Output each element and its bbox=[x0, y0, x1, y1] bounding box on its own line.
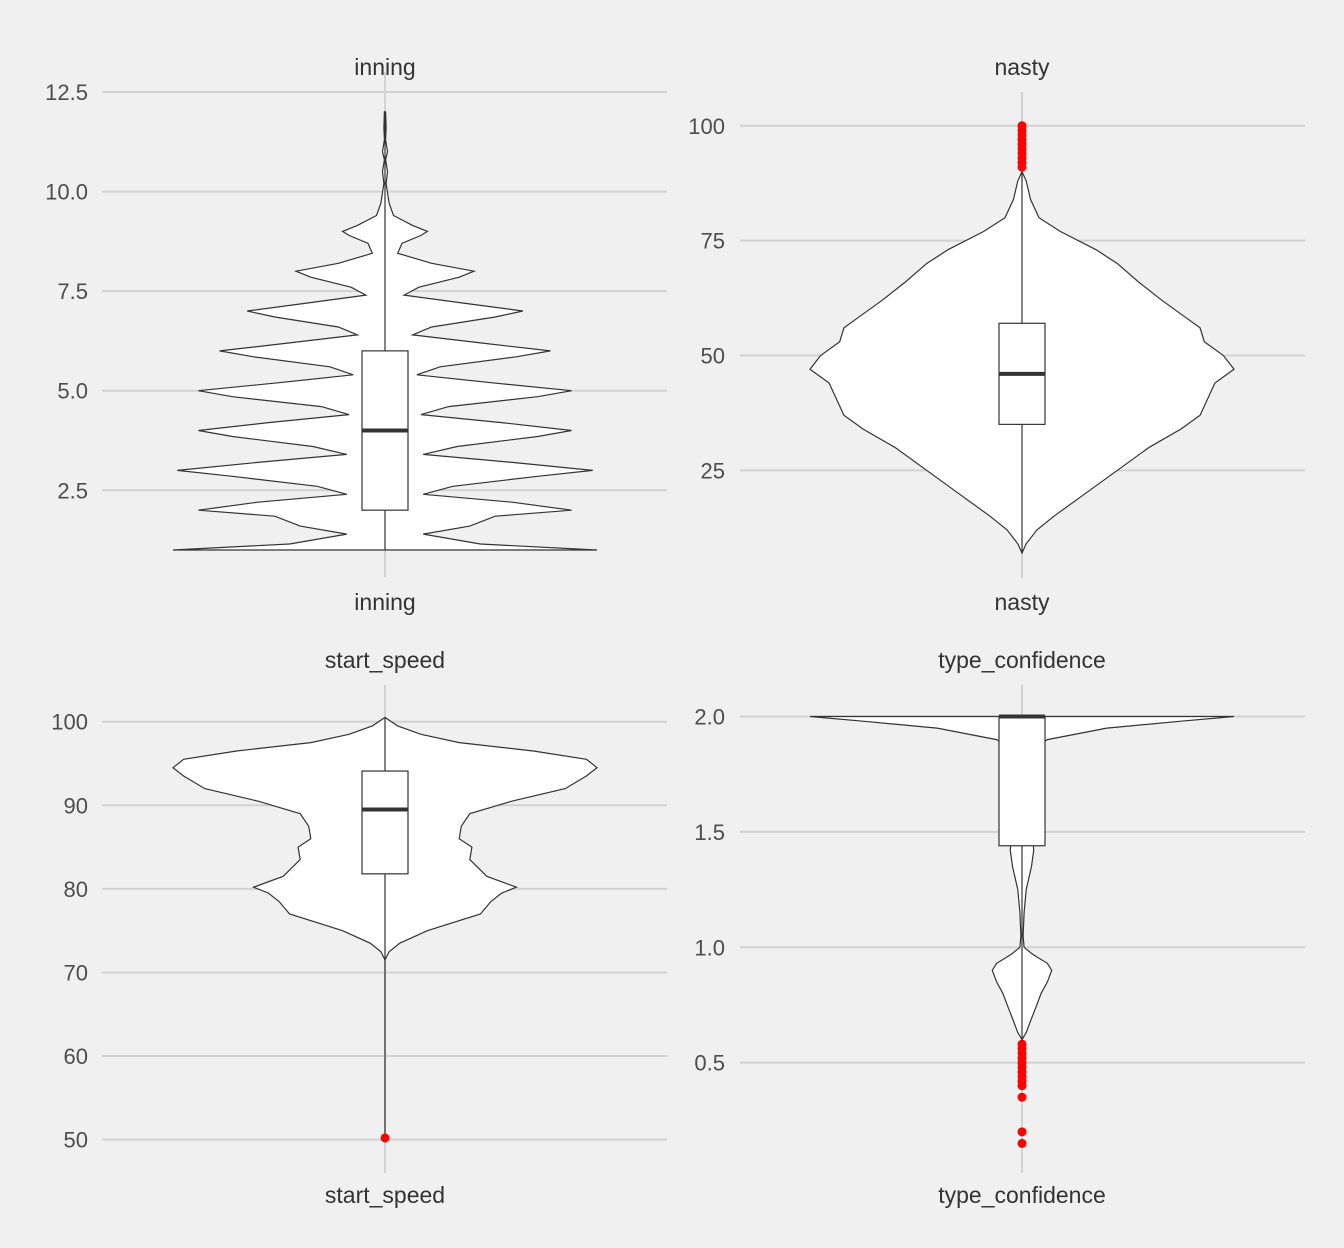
y-tick-label: 75 bbox=[701, 229, 725, 254]
y-tick-label: 100 bbox=[51, 710, 88, 735]
y-tick-label: 1.0 bbox=[694, 935, 725, 960]
y-tick-label: 25 bbox=[701, 458, 725, 483]
y-tick-label: 1.5 bbox=[694, 820, 725, 845]
box-iqr bbox=[362, 771, 408, 874]
outlier-point bbox=[381, 1133, 390, 1142]
outlier-point bbox=[1018, 121, 1027, 130]
y-tick-label: 50 bbox=[64, 1128, 88, 1153]
outlier-point bbox=[1018, 1127, 1027, 1136]
y-tick-label: 2.0 bbox=[694, 705, 725, 730]
panel-title: inning bbox=[354, 54, 415, 80]
x-tick-label: type_confidence bbox=[938, 1182, 1106, 1208]
panel-start-speed: 50 60 70 80 90 100 start_speed start_speed bbox=[51, 647, 667, 1208]
panel-nasty: 25 50 75 100 nasty nasty bbox=[688, 54, 1305, 615]
y-tick-label: 70 bbox=[64, 960, 88, 985]
y-tick-label: 100 bbox=[688, 114, 725, 139]
y-tick-label: 80 bbox=[64, 877, 88, 902]
y-tick-label: 0.5 bbox=[694, 1051, 725, 1076]
outlier-point bbox=[1018, 1139, 1027, 1148]
panel-title: nasty bbox=[995, 54, 1050, 80]
x-tick-label: nasty bbox=[995, 589, 1050, 615]
box-iqr bbox=[999, 717, 1045, 846]
panel-type-confidence: 0.5 1.0 1.5 2.0 type_confidence type_confiden… bbox=[694, 647, 1305, 1208]
y-tick-label: 50 bbox=[701, 343, 725, 368]
panel-inning: 2.5 5.0 7.5 10.0 12.5 inning inning bbox=[45, 54, 667, 615]
y-tick-label: 10.0 bbox=[45, 180, 88, 205]
x-tick-label: inning bbox=[354, 589, 415, 615]
x-tick-label: start_speed bbox=[325, 1182, 445, 1208]
y-tick-label: 7.5 bbox=[57, 279, 88, 304]
panel-title: type_confidence bbox=[938, 647, 1106, 673]
outlier-point bbox=[1018, 1040, 1027, 1049]
panel-title: start_speed bbox=[325, 647, 445, 673]
y-tick-label: 60 bbox=[64, 1044, 88, 1069]
y-tick-label: 5.0 bbox=[57, 379, 88, 404]
y-tick-label: 90 bbox=[64, 793, 88, 818]
y-tick-label: 2.5 bbox=[57, 478, 88, 503]
y-tick-label: 12.5 bbox=[45, 80, 88, 105]
outlier-point bbox=[1018, 1093, 1027, 1102]
